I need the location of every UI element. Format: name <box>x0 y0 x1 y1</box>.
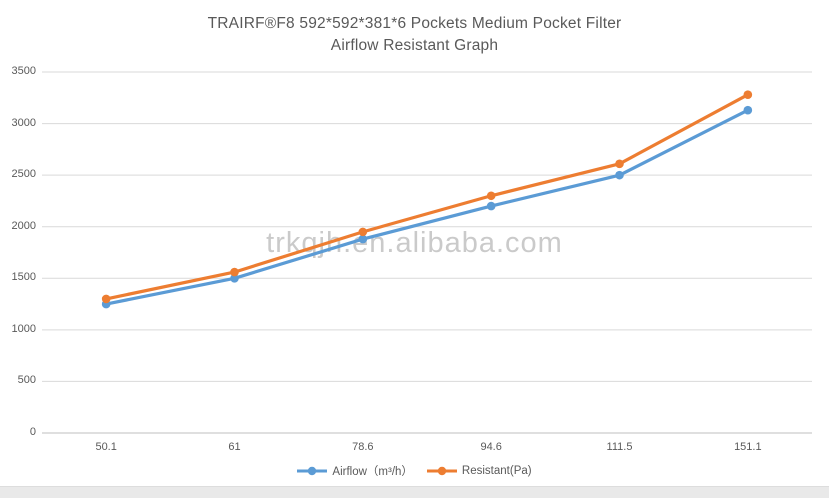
series-line <box>104 93 750 301</box>
data-point-marker <box>743 90 753 99</box>
y-tick-label: 3500 <box>11 65 36 77</box>
data-point-marker <box>101 294 111 304</box>
x-tick-label: 111.5 <box>606 441 633 453</box>
chart-title-line-2: Airflow Resistant Graph <box>330 37 499 54</box>
y-tick-label: 1000 <box>11 322 36 335</box>
legend-item: Resistant(Pa) <box>426 465 532 477</box>
y-tick-label: 3000 <box>11 116 36 129</box>
chart-title: TRAIRF®F8 592*592*381*6 Pockets Medium P… <box>0 13 829 57</box>
line-chart-plot <box>42 71 812 434</box>
x-tick-label: 78.6 <box>352 441 374 453</box>
x-tick-label: 94.6 <box>480 441 502 453</box>
data-point-marker <box>615 170 624 180</box>
legend-marker-icon <box>426 466 457 476</box>
legend-marker-icon <box>297 466 328 476</box>
y-tick-label: 2000 <box>11 219 36 232</box>
data-point-marker <box>615 159 624 169</box>
bottom-gray-band <box>0 486 829 498</box>
y-tick-label: 500 <box>17 374 36 387</box>
y-tick-label: 0 <box>29 426 36 438</box>
data-point-marker <box>230 273 239 283</box>
legend-label: Airflow（m³/h） <box>332 466 413 478</box>
data-point-marker <box>486 201 496 211</box>
data-point-marker <box>230 267 239 277</box>
y-tick-label: 2500 <box>11 168 36 181</box>
legend-label: Resistant(Pa) <box>461 465 532 477</box>
chart-legend: Airflow（m³/h） Resistant(Pa) <box>0 463 829 479</box>
data-point-marker <box>358 227 368 237</box>
legend-item: Airflow（m³/h） <box>297 463 413 479</box>
data-point-marker <box>358 234 368 244</box>
data-point-marker <box>486 191 496 201</box>
y-tick-label: 1500 <box>11 271 36 284</box>
data-point-marker <box>743 105 753 115</box>
x-tick-label: 151.1 <box>734 441 762 453</box>
series-line <box>104 108 750 306</box>
x-tick-label: 50.1 <box>95 441 117 453</box>
chart-title-line-1: TRAIRF®F8 592*592*381*6 Pockets Medium P… <box>207 15 622 32</box>
x-tick-label: 61 <box>228 441 241 453</box>
